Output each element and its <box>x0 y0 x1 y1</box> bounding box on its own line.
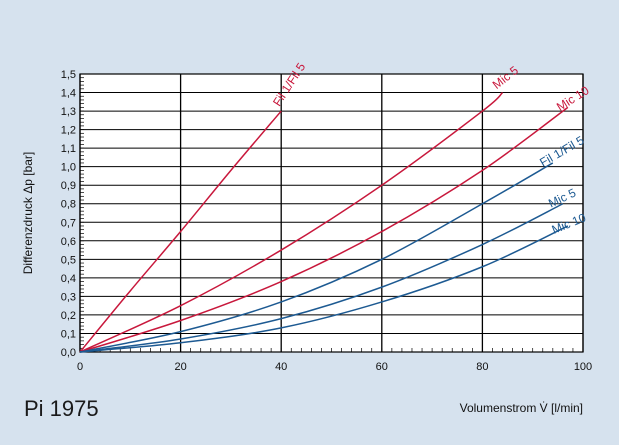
x-tick-labels: 0 20 40 60 80 100 <box>77 361 592 373</box>
y-tick-label: 0,6 <box>61 236 76 248</box>
y-tick-labels: 0,0 0,1 0,2 0,3 0,4 0,5 0,6 0,7 0,8 0,9 1,0 1,1 1,2 1… <box>61 69 76 359</box>
y-tick-label: 0,7 <box>61 217 76 229</box>
x-tick-label: 40 <box>275 361 287 373</box>
y-tick-label: 1,0 <box>61 162 76 174</box>
x-tick-label: 100 <box>574 361 592 373</box>
x-tick-label: 0 <box>77 361 83 373</box>
series-line <box>79 110 282 353</box>
y-tick-label: 0,0 <box>61 347 76 359</box>
y-tick-label: 0,3 <box>61 291 76 303</box>
y-tick-label: 1,1 <box>61 143 76 155</box>
y-tick-label: 0,1 <box>61 328 76 340</box>
series-lines <box>79 91 569 353</box>
series-line <box>79 91 504 353</box>
x-tick-label: 20 <box>174 361 186 373</box>
grid <box>79 73 584 353</box>
y-tick-label: 0,9 <box>61 180 76 192</box>
x-axis-title: Volumenstrom V̇ [l/min] <box>460 401 583 415</box>
y-tick-label: 0,5 <box>61 254 76 266</box>
y-axis-title: Differenzdruck Δp [bar] <box>21 152 35 275</box>
y-tick-label: 0,2 <box>61 310 76 322</box>
series-line <box>79 162 554 353</box>
series-line <box>79 203 564 353</box>
x-tick-label: 80 <box>476 361 488 373</box>
plot-area <box>79 73 584 353</box>
y-tick-label: 0,4 <box>61 273 76 285</box>
series-line <box>79 106 569 353</box>
figure-id: Pi 1975 <box>24 396 99 421</box>
y-tick-label: 1,3 <box>61 106 76 118</box>
y-tick-label: 1,5 <box>61 69 76 81</box>
y-tick-label: 0,8 <box>61 199 76 211</box>
series-line <box>79 225 569 353</box>
y-tick-label: 1,4 <box>61 88 76 100</box>
x-tick-label: 60 <box>376 361 388 373</box>
y-tick-label: 1,2 <box>61 125 76 137</box>
